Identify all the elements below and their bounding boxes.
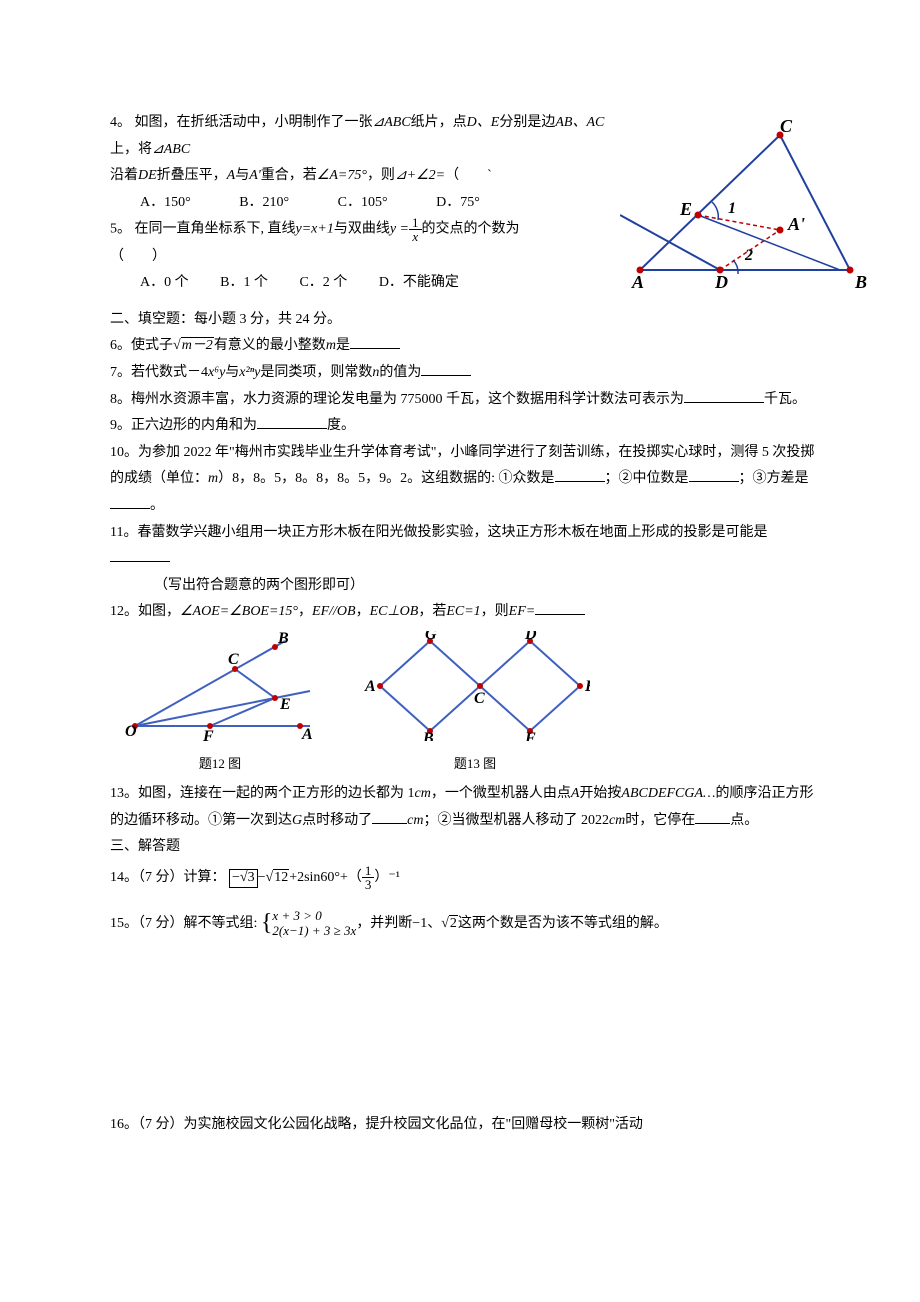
- question-15: 15。（7 分）解不等式组: {x + 3 > 02(x−1) + 3 ≥ 3x…: [110, 895, 820, 953]
- q-num: 4。: [110, 115, 131, 130]
- svg-text:D: D: [524, 631, 537, 643]
- question-4-text: 4。 如图，在折纸活动中，小明制作了一张⊿ABC纸片，点D、E分别是边AB、AC…: [110, 110, 630, 216]
- question-8: 8。梅州水资源丰富，水力资源的理论发电量为 775000 千瓦，这个数据用科学计…: [110, 387, 820, 414]
- svg-text:O: O: [125, 723, 137, 740]
- svg-text:B: B: [277, 631, 289, 647]
- sqrt-2: 2: [441, 907, 458, 941]
- svg-text:F: F: [202, 728, 214, 741]
- section-2-header: 二、填空题：每小题 3 分，共 24 分。: [110, 307, 820, 334]
- section-3-header: 三、解答题: [110, 834, 820, 861]
- svg-text:B: B: [854, 272, 867, 290]
- abs-neg-sqrt3: −√3: [229, 869, 258, 888]
- svg-text:A': A': [787, 214, 805, 234]
- option-d: D．不能确定: [379, 275, 459, 290]
- inequality-system: x + 3 > 02(x−1) + 3 ≥ 3x: [272, 908, 356, 939]
- blank: [421, 362, 471, 376]
- fraction-1-over-x: 1x: [409, 216, 422, 243]
- svg-text:E: E: [679, 199, 692, 219]
- option-b: B．1 个: [220, 275, 268, 290]
- blank: [695, 810, 730, 824]
- question-13: 13。如图，连接在一起的两个正方形的边长都为 1cm，一个微型机器人由点A开始按…: [110, 781, 820, 834]
- q4-triangle-figure: A B C D E A' 1 2: [620, 120, 870, 290]
- svg-text:F: F: [524, 730, 536, 741]
- svg-text:G: G: [425, 631, 437, 643]
- sqrt-12: 12: [266, 861, 290, 895]
- blank: [684, 389, 764, 403]
- svg-text:A: A: [631, 272, 644, 290]
- svg-text:E: E: [584, 678, 590, 695]
- question-12: 12。如图，∠AOE=∠BOE=15°，EF//OB，EC⊥OB，若EC=1，则…: [110, 599, 820, 626]
- blank: [372, 810, 407, 824]
- question-7: 7。若代数式－4x⁶y与x²ⁿy是同类项，则常数n的值为: [110, 360, 820, 387]
- blank: [350, 335, 400, 349]
- question-16: 16。（7 分）为实施校园文化公园化战略，提升校园文化品位，在"回赠母校一颗树"…: [110, 1112, 820, 1139]
- svg-text:C: C: [474, 690, 485, 707]
- figure-13: A G D E C B F 题13 图: [360, 631, 590, 776]
- blank: [555, 468, 605, 482]
- brace-icon: {: [261, 910, 273, 936]
- blank: [535, 601, 585, 615]
- fraction-1-3: 13: [362, 864, 375, 891]
- question-4-block: 4。 如图，在折纸活动中，小明制作了一张⊿ABC纸片，点D、E分别是边AB、AC…: [110, 110, 820, 216]
- svg-text:C: C: [228, 651, 239, 668]
- question-11: 11。春蕾数学兴趣小组用一块正方形木板在阳光做投影实验，这块正方形木板在地面上形…: [110, 520, 820, 573]
- q-num: 5。: [110, 222, 131, 237]
- question-9: 9。正六边形的内角和为度。: [110, 413, 820, 440]
- sqrt-m-minus-2: m－2: [173, 333, 214, 360]
- option-c: C．105°: [338, 195, 388, 210]
- figures-12-13: O A B C E F 题12 图 A G D E C B F 题13: [120, 631, 820, 776]
- option-c: C．2 个: [299, 275, 347, 290]
- blank: [257, 415, 327, 429]
- blank: [689, 468, 739, 482]
- option-d: D．75°: [436, 195, 480, 210]
- question-14: 14。（7 分）计算： −√3−12+2sin60°+（13）⁻¹: [110, 861, 820, 895]
- question-10: 10。为参加 2022 年"梅州市实践毕业生升学体育考试"，小峰同学进行了刻苦训…: [110, 440, 820, 520]
- figure-12: O A B C E F 题12 图: [120, 631, 320, 776]
- blank: [110, 495, 150, 509]
- svg-text:E: E: [279, 696, 291, 713]
- svg-text:A: A: [301, 726, 313, 741]
- option-a: A．0 个: [140, 275, 189, 290]
- svg-text:2: 2: [744, 247, 753, 264]
- svg-text:C: C: [780, 120, 793, 136]
- svg-text:A: A: [364, 678, 376, 695]
- svg-text:D: D: [714, 272, 728, 290]
- option-a: A．150°: [140, 195, 191, 210]
- svg-text:B: B: [422, 730, 434, 741]
- svg-text:1: 1: [728, 200, 736, 217]
- question-11-note: （写出符合题意的两个图形即可）: [110, 573, 820, 600]
- question-6: 6。使式子m－2有意义的最小整数m是: [110, 333, 820, 360]
- blank: [110, 548, 170, 562]
- option-b: B．210°: [239, 195, 289, 210]
